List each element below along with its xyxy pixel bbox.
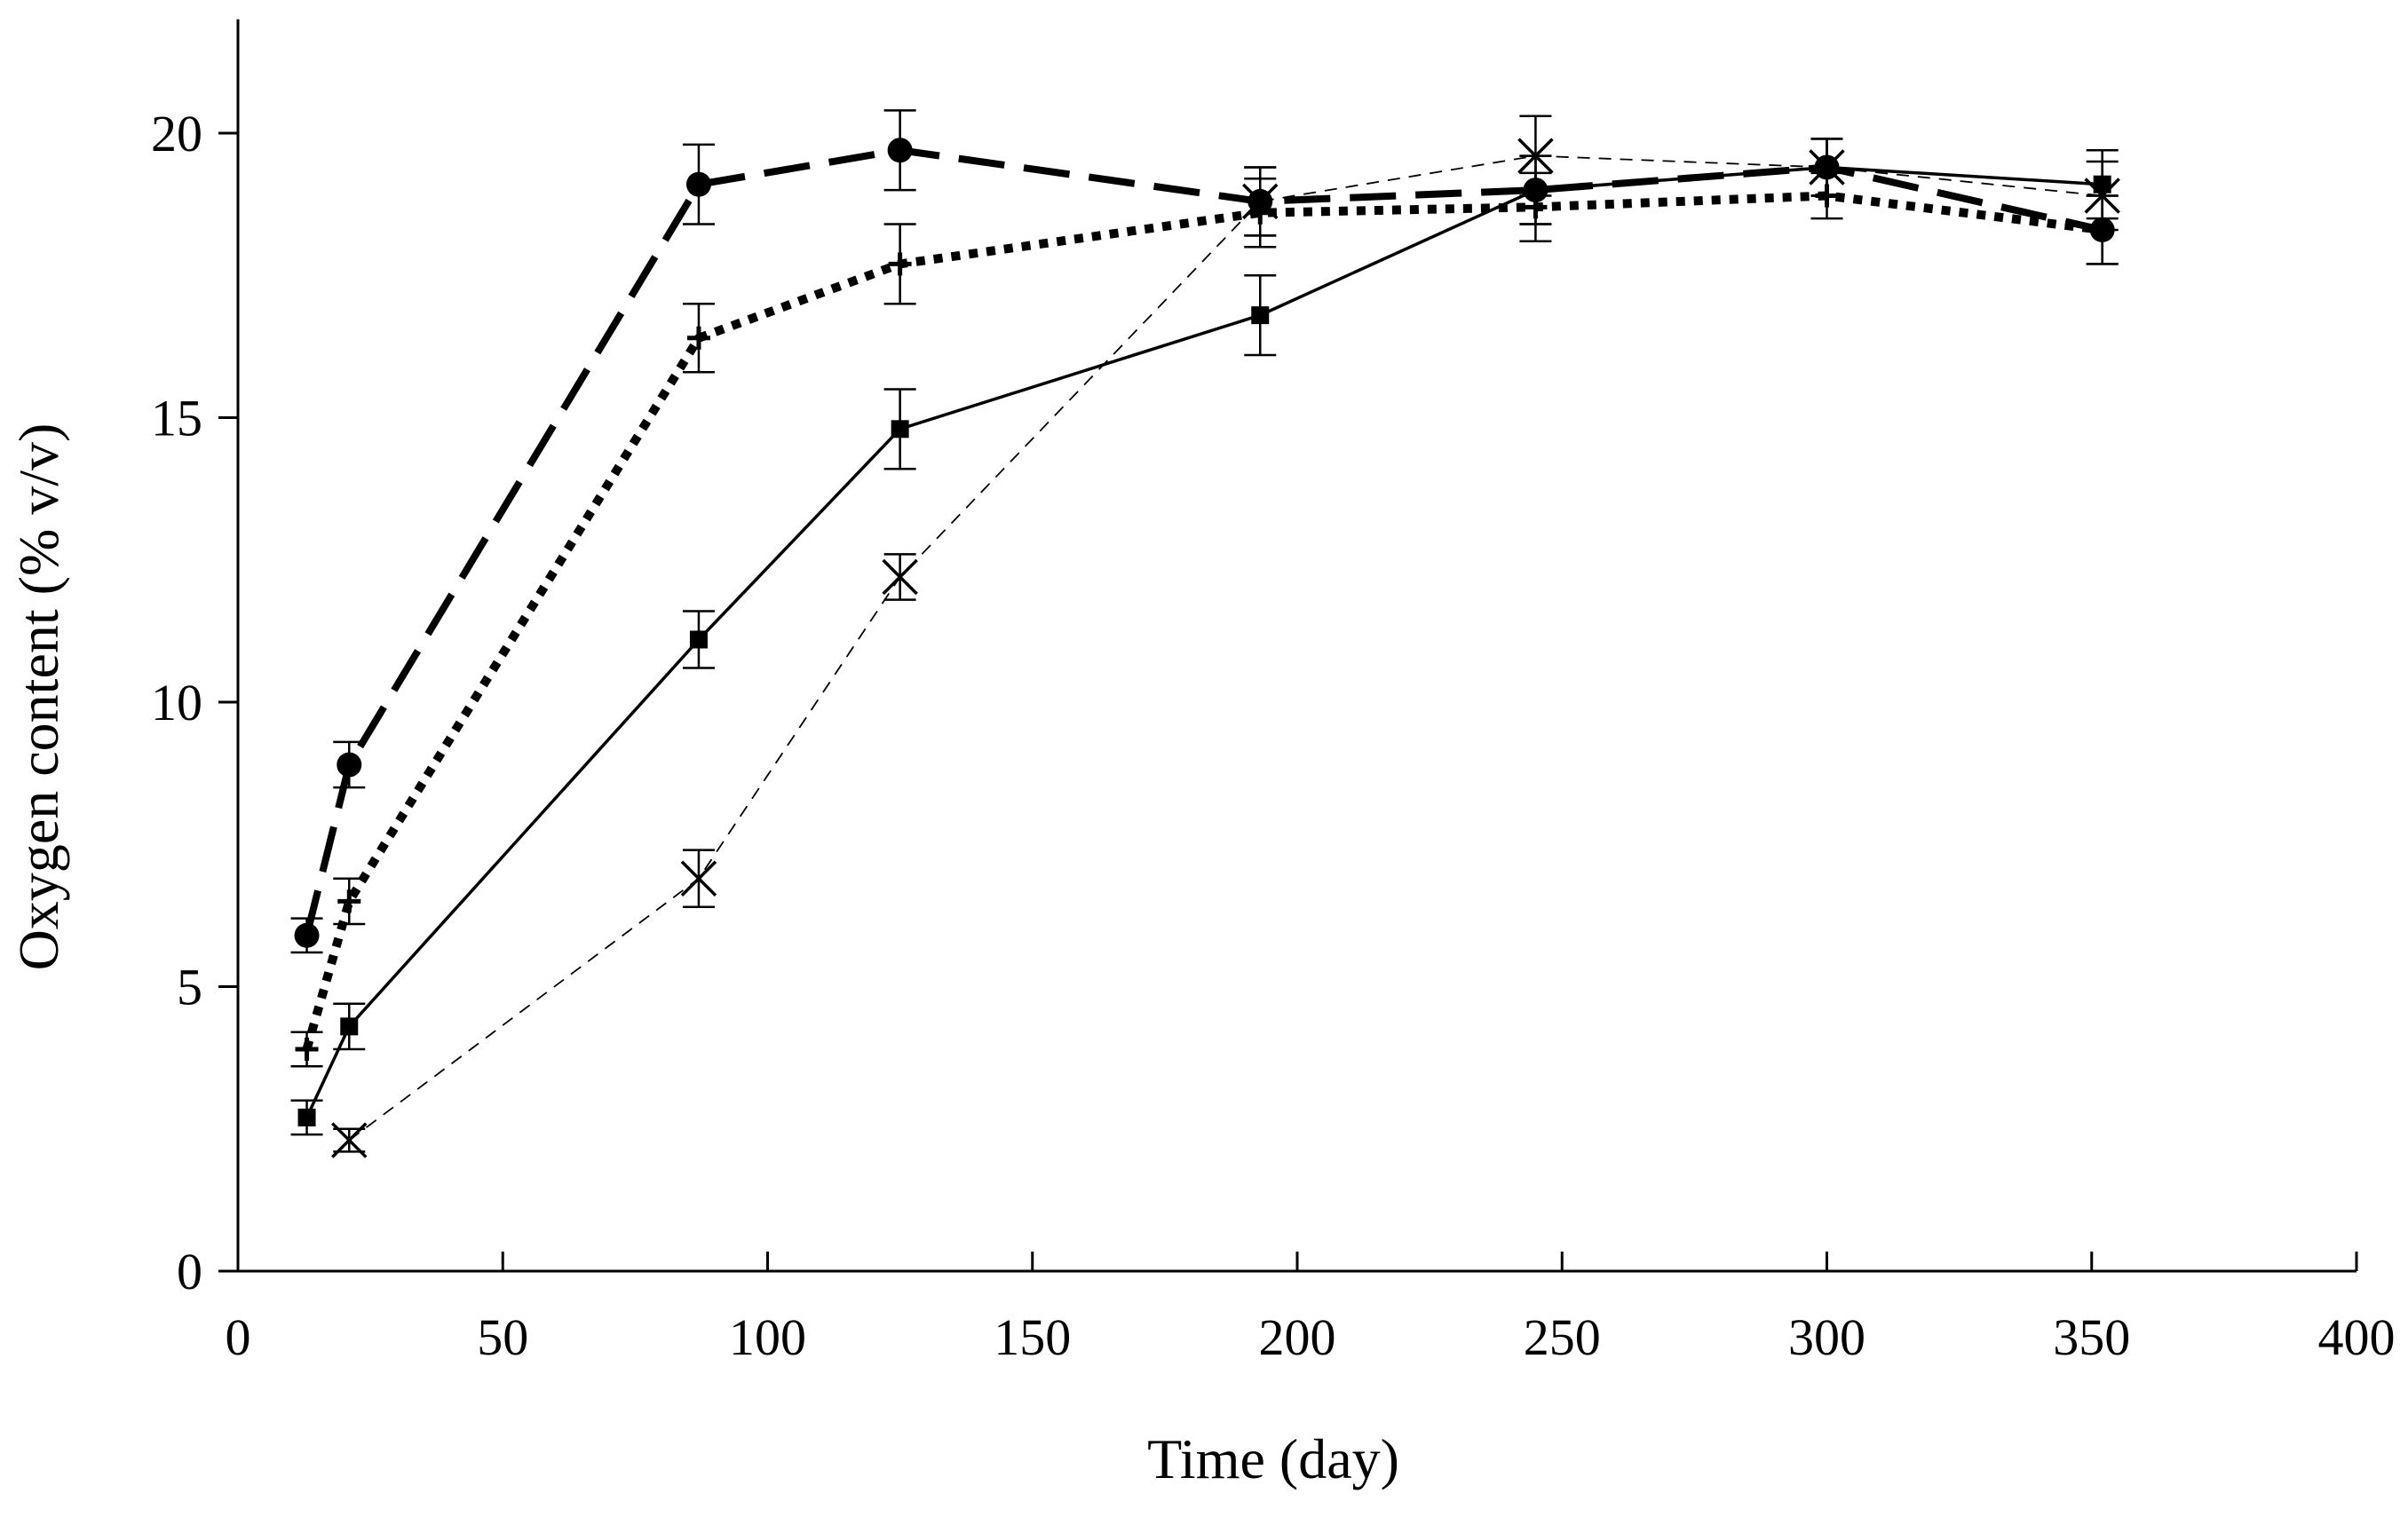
data-point-plus xyxy=(337,889,361,913)
x-marker-series xyxy=(331,115,2120,1158)
plus-marker-series xyxy=(290,171,2119,1068)
data-point-plus xyxy=(888,252,912,276)
data-point-x xyxy=(331,1122,368,1158)
data-point-x xyxy=(1242,183,1279,220)
data-point-circle xyxy=(887,138,913,163)
series-group xyxy=(290,109,2120,1158)
axes: 0 50 100 150 200 250 300 350 400 0 5 10 15 20 xyxy=(151,19,2396,1366)
data-point-circle xyxy=(337,752,362,778)
x-stroke-b xyxy=(1809,149,1845,186)
x-tick-label: 400 xyxy=(2318,1308,2396,1366)
data-point-plus xyxy=(295,1038,319,1062)
x-tick-label: 250 xyxy=(1524,1308,1601,1366)
y-tick-label: 15 xyxy=(151,390,202,447)
y-axis-title: Oxygen content (% v/v) xyxy=(7,423,70,971)
data-point-square xyxy=(340,1017,359,1036)
series-line xyxy=(305,165,2103,1118)
data-point-circle xyxy=(294,922,320,948)
data-point-x xyxy=(882,558,918,596)
data-point-circle xyxy=(685,171,711,197)
data-point-square xyxy=(297,1108,316,1126)
x-stroke-b xyxy=(1242,183,1279,220)
series-line xyxy=(302,191,2103,1051)
data-point-square xyxy=(1251,306,1270,325)
y-tick-label: 0 xyxy=(177,1243,202,1300)
data-point-x xyxy=(1517,138,1554,174)
x-tick-label: 350 xyxy=(2053,1308,2130,1366)
x-axis-title: Time (day) xyxy=(1147,1427,1399,1490)
circle-marker-series xyxy=(290,109,2119,954)
x-stroke-b xyxy=(2084,178,2120,214)
data-point-square xyxy=(891,420,909,439)
data-point-plus xyxy=(686,326,710,350)
x-tick-label: 200 xyxy=(1259,1308,1336,1366)
y-tick-label: 20 xyxy=(151,105,202,162)
data-point-x xyxy=(680,860,717,897)
x-tick-label: 100 xyxy=(729,1308,806,1366)
data-point-square xyxy=(689,630,708,649)
series-line xyxy=(348,154,2103,1142)
x-stroke-b xyxy=(1517,138,1554,174)
data-point-x xyxy=(2084,178,2120,214)
series-line xyxy=(303,146,2103,936)
data-point-x xyxy=(1809,149,1845,186)
x-tick-label: 50 xyxy=(477,1308,528,1366)
x-tick-label: 300 xyxy=(1788,1308,1865,1366)
square-marker-series xyxy=(290,138,2119,1136)
x-stroke-b xyxy=(680,860,717,897)
x-stroke-b xyxy=(882,558,918,596)
x-tick-label: 150 xyxy=(994,1308,1071,1366)
y-tick-label: 10 xyxy=(151,674,202,731)
y-tick-label: 5 xyxy=(177,959,202,1016)
x-stroke-b xyxy=(331,1122,368,1158)
x-tick-label: 0 xyxy=(226,1308,251,1366)
